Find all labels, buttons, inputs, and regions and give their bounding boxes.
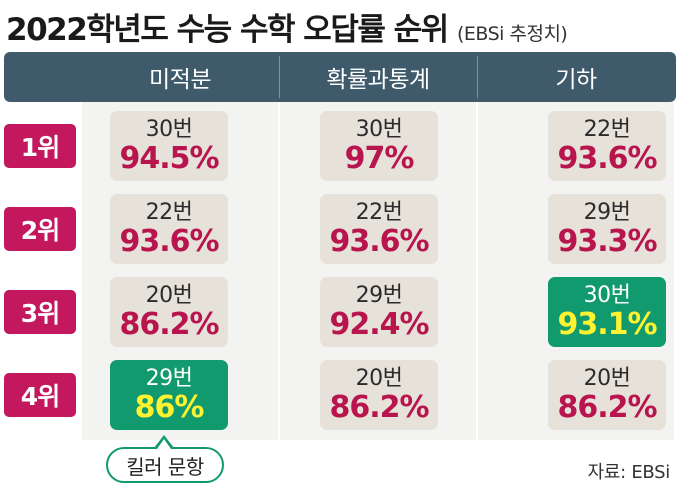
error-rate: 86% xyxy=(134,389,205,425)
rank-label-3: 3위 xyxy=(4,290,76,334)
cell-probability-rank3: 29번 92.4% xyxy=(320,277,438,347)
error-rate: 93.6% xyxy=(329,223,429,259)
cell-probability-rank2: 22번 93.6% xyxy=(320,194,438,264)
cell-geometry-rank2: 29번 93.3% xyxy=(548,194,666,264)
rank-label-4: 4위 xyxy=(4,373,76,417)
question-number: 29번 xyxy=(145,365,193,391)
cell-geometry-rank1: 22번 93.6% xyxy=(548,111,666,181)
cell-geometry-rank3-killer: 30번 93.1% xyxy=(548,277,666,347)
error-rate: 94.5% xyxy=(119,140,219,176)
column-header-probability: 확률과통계 xyxy=(326,67,430,93)
question-number: 30번 xyxy=(583,282,631,308)
cell-calculus-rank3: 20번 86.2% xyxy=(110,277,228,347)
header-bar xyxy=(4,52,676,102)
question-number: 20번 xyxy=(583,365,631,391)
error-rate: 92.4% xyxy=(329,306,429,342)
cell-calculus-rank4-killer: 29번 86% xyxy=(110,360,228,430)
cell-probability-rank4: 20번 86.2% xyxy=(320,360,438,430)
question-number: 29번 xyxy=(355,282,403,308)
callout-arrow-inner xyxy=(157,439,171,449)
question-number: 30번 xyxy=(355,116,403,142)
column-header-calculus: 미적분 xyxy=(149,67,211,93)
cell-probability-rank1: 30번 97% xyxy=(320,111,438,181)
header-divider xyxy=(477,56,478,98)
rank-label-1: 1위 xyxy=(4,124,76,168)
cell-calculus-rank2: 22번 93.6% xyxy=(110,194,228,264)
error-rate: 86.2% xyxy=(557,389,657,425)
killer-question-callout: 킬러 문항 xyxy=(106,447,224,483)
cell-geometry-rank4: 20번 86.2% xyxy=(548,360,666,430)
question-number: 22번 xyxy=(583,116,631,142)
question-number: 22번 xyxy=(355,199,403,225)
error-rate: 97% xyxy=(344,140,415,176)
cell-calculus-rank1: 30번 94.5% xyxy=(110,111,228,181)
error-rate: 93.1% xyxy=(557,306,657,342)
column-header-geometry: 기하 xyxy=(555,67,597,93)
error-rate: 93.6% xyxy=(119,223,219,259)
error-rate: 93.6% xyxy=(557,140,657,176)
question-number: 29번 xyxy=(583,199,631,225)
question-number: 20번 xyxy=(145,282,193,308)
question-number: 30번 xyxy=(145,116,193,142)
title-main: 2022학년도 수능 수학 오답률 순위 xyxy=(6,12,449,48)
page-title: 2022학년도 수능 수학 오답률 순위 (EBSi 추정치) xyxy=(6,4,568,49)
title-sub: (EBSi 추정치) xyxy=(457,23,568,45)
rank-label-2: 2위 xyxy=(4,207,76,251)
error-rate: 86.2% xyxy=(119,306,219,342)
error-rate: 93.3% xyxy=(557,223,657,259)
source-note: 자료: EBSi xyxy=(587,462,671,483)
question-number: 20번 xyxy=(355,365,403,391)
error-rate: 86.2% xyxy=(329,389,429,425)
header-divider xyxy=(279,56,280,98)
question-number: 22번 xyxy=(145,199,193,225)
